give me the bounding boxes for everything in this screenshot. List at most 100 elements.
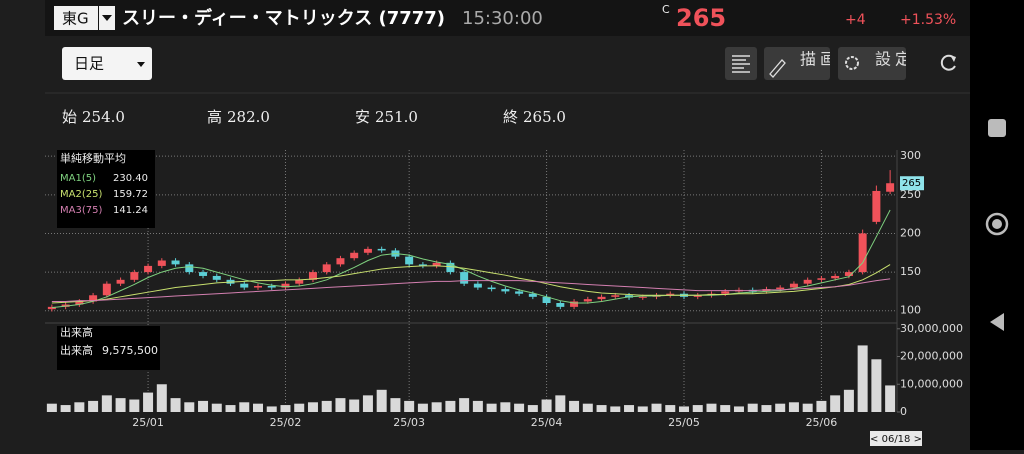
dropdown-icon xyxy=(102,15,112,21)
volume-bar xyxy=(569,400,580,412)
x-tick-label: 25/01 xyxy=(132,416,164,429)
volume-bar xyxy=(321,400,332,412)
volume-bar xyxy=(816,400,827,412)
volume-bar xyxy=(225,405,236,412)
volume-bar xyxy=(486,403,497,412)
price-badge xyxy=(900,176,924,191)
legend-name: MA3(75) xyxy=(60,205,102,216)
x-tick-label: 25/02 xyxy=(270,416,302,429)
candle-body xyxy=(858,233,867,273)
candle-body xyxy=(377,248,386,251)
summary-value: 251.0 xyxy=(375,108,418,126)
market-box[interactable] xyxy=(54,6,98,30)
candle-body xyxy=(817,278,826,280)
market: 東G xyxy=(62,10,89,28)
nav-recent[interactable] xyxy=(988,119,1006,137)
settings-icon xyxy=(845,56,859,70)
candle-body xyxy=(350,252,359,259)
candle-body xyxy=(322,264,331,273)
legend-title: 出来高 xyxy=(60,325,93,339)
candle-body xyxy=(666,293,675,296)
volume-bar xyxy=(88,400,99,412)
candle-body xyxy=(460,272,469,284)
summary-label: 終 xyxy=(503,108,518,126)
volume-bar xyxy=(527,405,538,412)
candle-body xyxy=(487,287,496,290)
candle-body xyxy=(308,272,317,280)
legend-box xyxy=(57,150,155,228)
draw-label-clip: 描画 xyxy=(800,50,830,69)
candle-body xyxy=(831,275,840,279)
top-bar xyxy=(45,0,970,36)
legend-value: 230.40 xyxy=(113,173,148,184)
volume-bar xyxy=(843,389,854,412)
x-tick-label: 25/04 xyxy=(531,416,563,429)
legend-value: 159.72 xyxy=(113,189,148,200)
y-tick-label: 20,000,000 xyxy=(900,350,963,363)
candle-body xyxy=(776,287,785,290)
legend-box xyxy=(57,326,160,370)
change-pct: +1.53% xyxy=(900,12,956,28)
candle-body xyxy=(583,299,592,302)
volume-bar xyxy=(514,403,525,412)
candle-body xyxy=(638,296,647,298)
volume-bar xyxy=(60,405,71,412)
volume-bar xyxy=(294,403,305,412)
candle-body xyxy=(872,190,881,222)
volume-bar xyxy=(335,398,346,412)
candle-body xyxy=(171,260,180,265)
y-tick-label: 150 xyxy=(900,265,921,278)
settings-label-clip: 設定 xyxy=(875,50,915,69)
volume-bar xyxy=(459,398,470,412)
volume-bar xyxy=(101,395,112,412)
summary-label: 安 xyxy=(355,108,370,126)
candle-body xyxy=(212,275,221,280)
volume-bar xyxy=(129,399,140,412)
volume-bar xyxy=(651,403,662,412)
volume-bar xyxy=(74,402,85,412)
candle-body xyxy=(789,283,798,288)
candle-body xyxy=(130,272,139,280)
price-badge-label: 265 xyxy=(902,178,921,189)
volume-bar xyxy=(665,405,676,412)
x-tick-label: 25/06 xyxy=(806,416,838,429)
candle-body xyxy=(515,291,524,294)
volume-bar xyxy=(624,405,635,412)
candle-body xyxy=(240,283,249,288)
volume-bar xyxy=(637,406,648,412)
period-select[interactable] xyxy=(62,47,152,80)
candle-body xyxy=(157,260,166,266)
nav-back[interactable] xyxy=(990,313,1004,331)
refresh-arrow xyxy=(950,55,956,62)
candle-body xyxy=(267,286,276,288)
draw-button[interactable] xyxy=(764,47,830,80)
volume-bar xyxy=(376,389,387,412)
volume-bar xyxy=(266,406,277,412)
candle-body xyxy=(570,301,579,307)
indicator-icon xyxy=(732,55,750,73)
volume-bar xyxy=(143,392,154,412)
settings-button[interactable] xyxy=(838,47,906,80)
time: 15:30:00 xyxy=(462,8,543,29)
volume-bar xyxy=(431,402,442,412)
volume-bar xyxy=(170,398,181,412)
y-tick-label: 100 xyxy=(900,304,921,317)
candle-body xyxy=(611,295,620,297)
legend-name: MA1(5) xyxy=(60,173,96,184)
settings-label: 設定 xyxy=(875,50,915,69)
volume-bar xyxy=(692,405,703,412)
nav-home[interactable] xyxy=(985,212,1009,236)
candle-body xyxy=(432,262,441,266)
candle-body xyxy=(75,301,84,305)
volume-bar xyxy=(239,402,250,412)
candle-body xyxy=(89,295,98,302)
candle-body xyxy=(144,265,153,273)
volume-bar xyxy=(280,405,291,412)
candle-body xyxy=(418,264,427,266)
volume-bar xyxy=(445,400,456,412)
stock-title: スリー・ディー・マトリックス (7777) xyxy=(122,7,445,29)
volume-bar xyxy=(596,405,607,412)
summary-label: 高 xyxy=(207,108,222,126)
refresh-icon[interactable] xyxy=(940,54,956,71)
volume-bar xyxy=(253,403,263,412)
